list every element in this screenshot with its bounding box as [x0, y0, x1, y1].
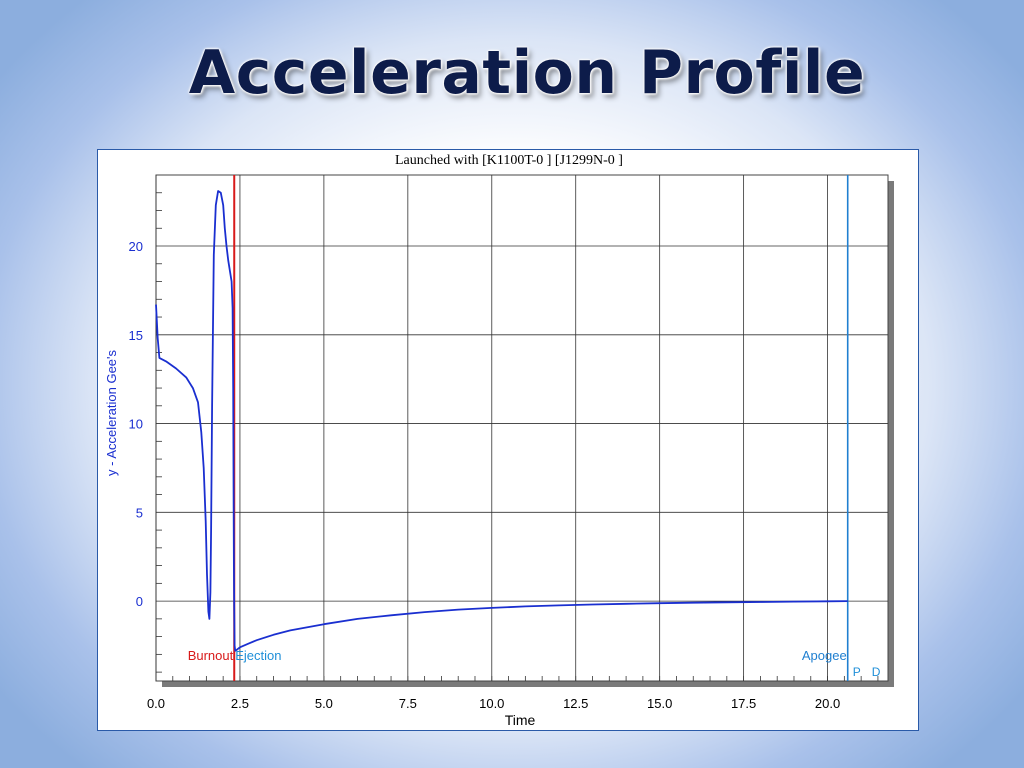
y-tick-label: 10 [129, 417, 143, 432]
apogee-label: Apogee [802, 648, 847, 663]
x-tick-label: 2.5 [231, 696, 249, 711]
ejection-label: Ejection [235, 648, 281, 663]
x-tick-label: 10.0 [479, 696, 504, 711]
x-tick-label: 15.0 [647, 696, 672, 711]
x-tick-label: 5.0 [315, 696, 333, 711]
y-tick-label: 20 [129, 239, 143, 254]
clipped-event-label: D [872, 665, 881, 679]
acceleration-series-line [155, 190, 848, 652]
y-tick-label: 5 [136, 505, 143, 520]
y-tick-label: 15 [129, 328, 143, 343]
x-tick-label: 12.5 [563, 696, 588, 711]
slide-title: Acceleration Profile [188, 38, 866, 108]
x-axis-label: Time [505, 712, 536, 728]
y-axis-label: y - Acceleration Gee's [104, 349, 119, 476]
chart-frame: 0.0 2.5 5.0 7.5 10.0 12.5 15.0 17.5 20.0 0 5 10 15 20… [97, 149, 919, 731]
y-tick-label: 0 [136, 594, 143, 609]
plot-area [155, 174, 889, 682]
chart-title: Launched with [K1100T-0 ] [J1299N-0 ] [395, 153, 623, 168]
x-tick-label: 20.0 [815, 696, 840, 711]
x-tick-label: 0.0 [147, 696, 165, 711]
burnout-label: Burnout [188, 648, 234, 663]
acceleration-chart: 0.0 2.5 5.0 7.5 10.0 12.5 15.0 17.5 20.0 0 5 10 15 20… [104, 153, 894, 728]
clipped-event-label: P [853, 665, 861, 679]
x-tick-label: 17.5 [731, 696, 756, 711]
x-tick-label: 7.5 [399, 696, 417, 711]
